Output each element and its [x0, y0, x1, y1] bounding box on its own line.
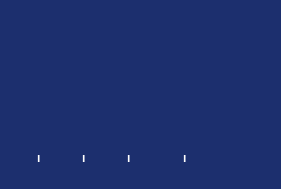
- Text: I: I: [36, 155, 40, 164]
- Text: 1.2 nm: 1.2 nm: [0, 88, 15, 97]
- Bar: [32, 165, 246, 181]
- Circle shape: [14, 0, 281, 189]
- Text: I: I: [81, 155, 85, 164]
- Circle shape: [46, 0, 281, 189]
